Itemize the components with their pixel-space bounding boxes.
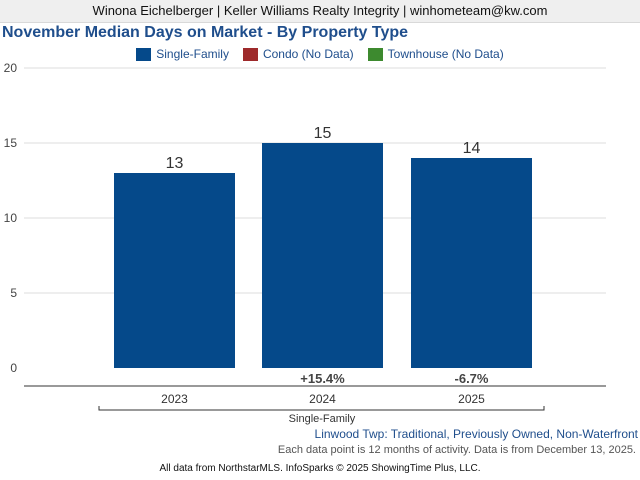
legend-item-condo[interactable]: Condo (No Data) bbox=[242, 45, 354, 63]
data-label: 13 bbox=[166, 155, 184, 172]
legend-swatch-townhouse bbox=[367, 47, 383, 61]
x-tick-label: 2025 bbox=[458, 392, 485, 406]
y-tick-label: 10 bbox=[4, 211, 18, 225]
market-scope: Linwood Twp: Traditional, Previously Own… bbox=[314, 427, 638, 441]
y-tick-label: 5 bbox=[10, 286, 17, 300]
legend-item-townhouse[interactable]: Townhouse (No Data) bbox=[367, 45, 504, 63]
bar-2024 bbox=[262, 143, 383, 368]
y-tick-label: 0 bbox=[10, 361, 17, 375]
chart-title: November Median Days on Market - By Prop… bbox=[2, 24, 409, 41]
data-source: All data from NorthstarMLS. InfoSparks ©… bbox=[159, 463, 481, 474]
change-label: -6.7% bbox=[455, 371, 489, 386]
legend-swatch-single-family bbox=[136, 47, 152, 61]
group-label: Single-Family bbox=[289, 413, 356, 425]
change-label: +15.4% bbox=[300, 371, 345, 386]
bar-2025 bbox=[411, 158, 532, 368]
data-note: Each data point is 12 months of activity… bbox=[277, 444, 636, 456]
group-bracket bbox=[98, 406, 545, 411]
agent-line: Winona Eichelberger | Keller Williams Re… bbox=[92, 3, 548, 18]
legend-label-single-family: Single-Family bbox=[156, 47, 229, 61]
data-label: 14 bbox=[463, 140, 481, 157]
x-tick-label: 2024 bbox=[309, 392, 336, 406]
x-tick-label: 2023 bbox=[161, 392, 188, 406]
y-tick-label: 15 bbox=[4, 136, 18, 150]
y-tick-label: 20 bbox=[4, 61, 18, 75]
agent-header: Winona Eichelberger | Keller Williams Re… bbox=[0, 0, 640, 23]
legend-item-single-family[interactable]: Single-Family bbox=[136, 45, 229, 63]
chart-legend: Single-Family Condo (No Data) Townhouse … bbox=[0, 45, 640, 63]
data-label: 15 bbox=[314, 125, 332, 142]
legend-swatch-condo bbox=[242, 47, 258, 61]
legend-label-condo: Condo (No Data) bbox=[262, 47, 354, 61]
bar-2023 bbox=[114, 173, 235, 368]
legend-label-townhouse: Townhouse (No Data) bbox=[387, 47, 504, 61]
